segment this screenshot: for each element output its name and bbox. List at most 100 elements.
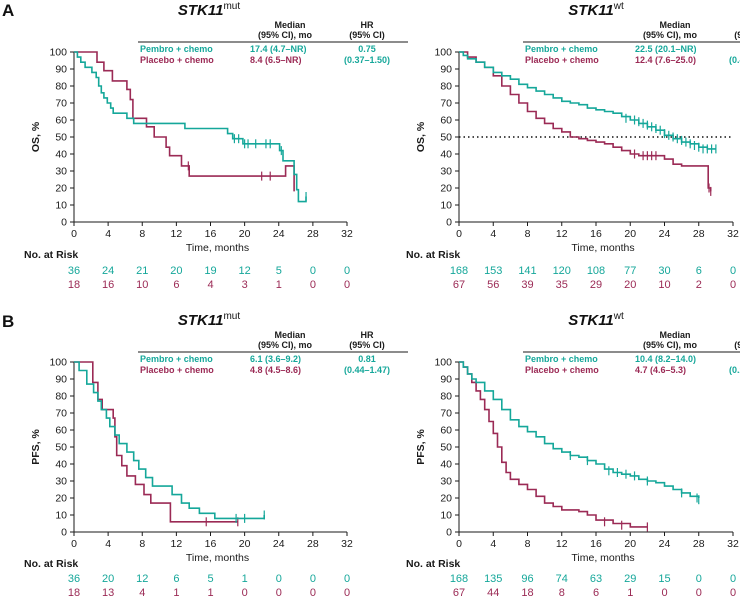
y-tick-label: 50 bbox=[55, 442, 67, 454]
x-tick-label: 0 bbox=[456, 538, 462, 550]
title-gene: STK11 bbox=[568, 2, 614, 19]
x-tick-label: 24 bbox=[273, 538, 285, 550]
legend-pembro-median: 17.4 (4.7–NR) bbox=[250, 44, 307, 54]
placebo-risk-count: 16 bbox=[102, 279, 114, 291]
placebo-risk-count: 4 bbox=[139, 587, 145, 599]
placebo-risk-count: 0 bbox=[242, 587, 248, 599]
x-axis-label: Time, months bbox=[186, 552, 249, 564]
x-tick-label: 28 bbox=[693, 228, 705, 240]
y-tick-label: 70 bbox=[440, 98, 452, 110]
risk-table-label: No. at Risk bbox=[406, 558, 460, 570]
x-tick-label: 8 bbox=[525, 228, 531, 240]
y-tick-label: 80 bbox=[440, 81, 452, 93]
title-gene: STK11 bbox=[178, 2, 224, 19]
legend-placebo-name: Placebo + chemo bbox=[140, 55, 214, 65]
placebo-risk-count: 0 bbox=[696, 587, 702, 599]
legend-placebo-name: Placebo + chemo bbox=[525, 365, 599, 375]
y-tick-label: 30 bbox=[55, 476, 67, 488]
y-tick-label: 60 bbox=[55, 115, 67, 127]
placebo-risk-count: 18 bbox=[521, 587, 533, 599]
legend-header-hr-ci: (95% CI) bbox=[349, 340, 385, 350]
y-tick-label: 50 bbox=[440, 132, 452, 144]
y-tick-label: 0 bbox=[446, 217, 452, 229]
legend-placebo-median: 4.7 (4.6–5.3) bbox=[635, 365, 686, 375]
legend-placebo-name: Placebo + chemo bbox=[140, 365, 214, 375]
placebo-survival-curve bbox=[74, 51, 295, 192]
x-tick-label: 4 bbox=[105, 538, 111, 550]
pembro-risk-count: 96 bbox=[521, 573, 533, 585]
placebo-risk-count: 44 bbox=[487, 587, 499, 599]
pembro-risk-count: 108 bbox=[587, 265, 605, 277]
placebo-survival-curve bbox=[459, 51, 712, 192]
legend-pembro-name: Pembro + chemo bbox=[140, 354, 213, 364]
x-tick-label: 12 bbox=[556, 538, 568, 550]
pembro-survival-curve bbox=[74, 51, 307, 203]
y-tick-label: 40 bbox=[55, 459, 67, 471]
y-tick-label: 30 bbox=[440, 476, 452, 488]
x-tick-label: 0 bbox=[71, 228, 77, 240]
x-tick-label: 20 bbox=[239, 228, 251, 240]
legend-hr-ci: (0.37–1.50) bbox=[344, 55, 390, 65]
pembro-risk-count: 0 bbox=[310, 573, 316, 585]
y-tick-label: 20 bbox=[440, 183, 452, 195]
legend-header-median-ci: (95% CI), mo bbox=[643, 30, 698, 40]
x-tick-label: 28 bbox=[307, 228, 319, 240]
legend-header-hr-ci: (95% CI) bbox=[349, 30, 385, 40]
y-tick-label: 10 bbox=[55, 510, 67, 522]
risk-table-label: No. at Risk bbox=[24, 558, 78, 570]
pembro-risk-count: 1 bbox=[242, 573, 248, 585]
placebo-risk-count: 18 bbox=[68, 587, 80, 599]
pembro-risk-count: 74 bbox=[556, 573, 568, 585]
y-axis-label: OS, % bbox=[30, 121, 42, 152]
x-tick-label: 0 bbox=[71, 538, 77, 550]
placebo-risk-count: 35 bbox=[556, 279, 568, 291]
placebo-risk-count: 2 bbox=[696, 279, 702, 291]
pembro-survival-curve bbox=[459, 51, 716, 150]
placebo-risk-count: 0 bbox=[730, 587, 736, 599]
title-superscript: wt bbox=[613, 1, 624, 12]
pembro-risk-count: 135 bbox=[484, 573, 502, 585]
x-tick-label: 8 bbox=[139, 228, 145, 240]
y-tick-label: 20 bbox=[55, 493, 67, 505]
pembro-survival-curve bbox=[74, 361, 265, 520]
y-tick-label: 60 bbox=[55, 425, 67, 437]
y-tick-label: 90 bbox=[440, 64, 452, 76]
pembro-survival-curve bbox=[459, 361, 700, 498]
y-tick-label: 50 bbox=[440, 442, 452, 454]
x-tick-label: 32 bbox=[341, 538, 353, 550]
legend-header-median-ci: (95% CI), mo bbox=[258, 30, 313, 40]
y-tick-label: 90 bbox=[55, 374, 67, 386]
y-tick-label: 100 bbox=[49, 357, 67, 369]
legend-hr-value: 0.81 bbox=[358, 354, 376, 364]
pembro-risk-count: 0 bbox=[730, 573, 736, 585]
placebo-risk-count: 0 bbox=[310, 587, 316, 599]
placebo-risk-count: 4 bbox=[207, 279, 213, 291]
placebo-risk-count: 10 bbox=[136, 279, 148, 291]
placebo-risk-count: 0 bbox=[344, 587, 350, 599]
pembro-risk-count: 0 bbox=[344, 265, 350, 277]
placebo-survival-curve bbox=[459, 361, 648, 528]
y-tick-label: 20 bbox=[440, 493, 452, 505]
legend-header-median-ci: (95% CI), mo bbox=[258, 340, 313, 350]
legend-placebo-name: Placebo + chemo bbox=[525, 55, 599, 65]
placebo-risk-count: 6 bbox=[593, 587, 599, 599]
pembro-risk-count: 77 bbox=[624, 265, 636, 277]
x-tick-label: 32 bbox=[727, 538, 739, 550]
panel-label-a: A bbox=[2, 1, 14, 20]
legend-hr-ci: (0.41–0.85) bbox=[729, 55, 740, 65]
placebo-risk-count: 0 bbox=[730, 279, 736, 291]
placebo-risk-count: 1 bbox=[276, 279, 282, 291]
x-tick-label: 20 bbox=[624, 538, 636, 550]
x-tick-label: 4 bbox=[490, 228, 496, 240]
pembro-risk-count: 29 bbox=[624, 573, 636, 585]
x-tick-label: 0 bbox=[456, 228, 462, 240]
x-tick-label: 12 bbox=[171, 538, 183, 550]
legend-header-hr: HR bbox=[361, 20, 374, 30]
y-tick-label: 20 bbox=[55, 183, 67, 195]
title-superscript: wt bbox=[613, 311, 624, 322]
chart-title: STK11wt bbox=[568, 1, 624, 19]
placebo-risk-count: 8 bbox=[559, 587, 565, 599]
pembro-risk-count: 6 bbox=[173, 573, 179, 585]
